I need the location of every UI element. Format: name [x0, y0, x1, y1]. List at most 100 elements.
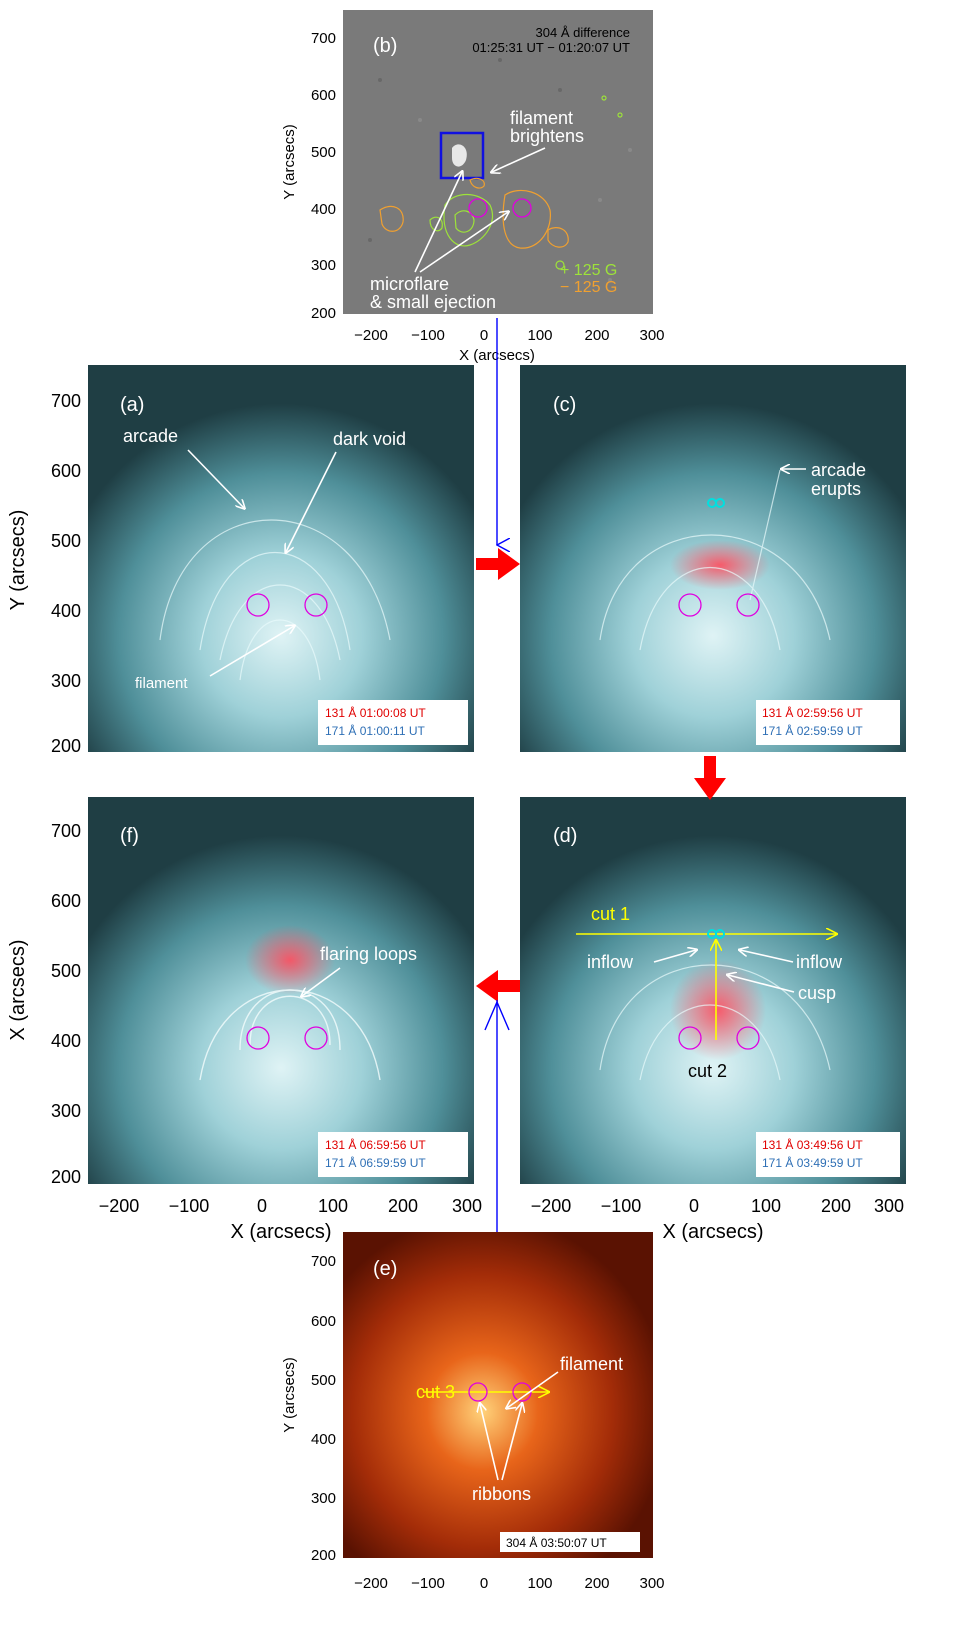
c-cyan-marker-2	[715, 498, 725, 508]
e-timestamp-box	[500, 1532, 640, 1552]
f-ytick-600: 600	[51, 891, 81, 911]
panel-f-xlabel: X (arcsecs)	[230, 1221, 331, 1243]
arrow-ribbons-left	[480, 1404, 499, 1481]
panel-b: (b) 304 Å difference 01:25:31 UT − 01:20…	[281, 10, 665, 364]
c-ts-171: 171 Å 02:59:59 UT	[762, 723, 863, 738]
a-ts-131: 131 Å 01:00:08 UT	[325, 705, 426, 720]
a-ytick-300: 300	[51, 671, 81, 691]
panel-b-ylabel: Y (arcsecs)	[281, 124, 298, 200]
e-ytick-700: 700	[311, 1253, 336, 1270]
panel-b-header-1: 304 Å difference	[536, 25, 630, 40]
annotation-arcade-c: arcade	[811, 460, 866, 480]
panel-e-label: (e)	[373, 1258, 397, 1280]
annotation-microflare: microflare	[370, 274, 449, 294]
a-circle-left	[246, 593, 270, 617]
panel-d-label: (d)	[553, 825, 577, 847]
blue-link-arrowhead	[484, 1000, 510, 1031]
legend-positive: + 125 G	[560, 262, 617, 279]
arrow-dark-void	[286, 451, 337, 552]
e-xtick-200: 200	[584, 1575, 609, 1592]
panel-a-axes: 700 600 500 400 300 200 Y (arcsecs)	[7, 391, 81, 756]
legend-negative: − 125 G	[560, 279, 617, 296]
a-ytick-700: 700	[51, 391, 81, 411]
b-xtick-m200: −200	[354, 327, 388, 344]
c-circle-left	[678, 593, 702, 617]
annotation-inflow-left: inflow	[587, 952, 634, 972]
panel-f-axes: 700 600 500 400 300 200 X (arcsecs) −200…	[7, 821, 482, 1243]
a-ytick-200: 200	[51, 736, 81, 756]
f-xtick-300: 300	[452, 1196, 482, 1216]
b-xtick-0: 0	[480, 327, 488, 344]
f-timestamp-box	[318, 1132, 468, 1177]
annotation-cut-3: cut 3	[416, 1382, 455, 1402]
arrow-filament-a	[209, 626, 294, 677]
annotation-flaring-loops: flaring loops	[320, 944, 417, 964]
arrow-inflow-right	[740, 950, 794, 963]
b-ytick-500: 500	[311, 144, 336, 161]
annotation-cusp: cusp	[798, 983, 836, 1003]
f-xtick-m100: −100	[169, 1196, 210, 1216]
footpoint-circle-right	[512, 198, 532, 218]
d-ts-131: 131 Å 03:49:56 UT	[762, 1137, 863, 1152]
panel-b-label: (b)	[373, 35, 397, 57]
a-ts-171: 171 Å 01:00:11 UT	[325, 723, 426, 738]
f-circle-right	[304, 1026, 328, 1050]
arrow-microflare-1	[414, 172, 462, 273]
d-xtick-m100: −100	[601, 1196, 642, 1216]
e-xtick-m200: −200	[354, 1575, 388, 1592]
panel-e-axes: 700 600 500 400 300 200 Y (arcsecs) −200…	[281, 1253, 665, 1592]
panel-d: (d) cut 1 inflow inflow cusp cut 2 131 Å…	[520, 797, 906, 1243]
b-xtick-m100: −100	[411, 327, 445, 344]
panel-d-axes: −200 −100 0 100 200 300 X (arcsecs)	[531, 1196, 904, 1243]
annotation-filament: filament	[510, 108, 573, 128]
arrow-microflare-2	[419, 212, 508, 273]
f-ytick-700: 700	[51, 821, 81, 841]
panel-f-label: (f)	[120, 825, 139, 847]
arrow-flaring-loops	[302, 967, 341, 996]
f-red-emission	[245, 925, 335, 995]
d-ts-171: 171 Å 03:49:59 UT	[762, 1155, 863, 1170]
f-ytick-400: 400	[51, 1031, 81, 1051]
positive-contours	[429, 95, 623, 270]
panel-b-header-2: 01:25:31 UT − 01:20:07 UT	[472, 40, 630, 55]
f-xtick-m200: −200	[99, 1196, 140, 1216]
panel-f: (f) flaring loops 131 Å 06:59:56 UT 171 …	[7, 797, 482, 1243]
e-ytick-200: 200	[311, 1547, 336, 1564]
footpoint-circle-left	[468, 198, 488, 218]
f-ts-171: 171 Å 06:59:59 UT	[325, 1155, 426, 1170]
c-ts-131: 131 Å 02:59:56 UT	[762, 705, 863, 720]
arrow-arcade	[187, 449, 244, 508]
c-timestamp-box	[756, 700, 900, 745]
red-arrow-d-to-f	[476, 970, 520, 1002]
c-red-emission	[670, 540, 770, 590]
panel-d-xlabel: X (arcsecs)	[662, 1221, 763, 1243]
e-ytick-600: 600	[311, 1313, 336, 1330]
panel-c: (c) arcade erupts 131 Å 02:59:56 UT 171 …	[520, 365, 906, 752]
e-xtick-m100: −100	[411, 1575, 445, 1592]
panel-c-loops	[599, 469, 831, 651]
b-xtick-300: 300	[639, 327, 664, 344]
b-ytick-700: 700	[311, 30, 336, 47]
annotation-filament-e: filament	[560, 1354, 623, 1374]
annotation-brightens: brightens	[510, 126, 584, 146]
panel-e-image	[343, 1232, 653, 1558]
arrow-cusp	[728, 975, 795, 993]
f-xtick-200: 200	[388, 1196, 418, 1216]
panel-c-label: (c)	[553, 394, 576, 416]
e-xtick-0: 0	[480, 1575, 488, 1592]
panel-e: (e) filament cut 3 ribbons 304 Å 03:50:0…	[281, 1232, 665, 1592]
panel-d-loops	[599, 964, 831, 1081]
f-xtick-0: 0	[257, 1196, 267, 1216]
d-circle-left	[678, 1026, 702, 1050]
panel-a-ylabel: Y (arcsecs)	[7, 510, 29, 611]
panel-b-axes: 700 600 500 400 300 200 −200 −100 0 100 …	[281, 30, 665, 364]
e-ytick-300: 300	[311, 1490, 336, 1507]
a-ytick-500: 500	[51, 531, 81, 551]
filament-brightening	[452, 144, 467, 167]
panel-a-image	[88, 365, 474, 752]
arrow-filament-brightens	[492, 147, 546, 172]
d-xtick-m200: −200	[531, 1196, 572, 1216]
annotation-inflow-right: inflow	[796, 952, 843, 972]
c-circle-right	[736, 593, 760, 617]
